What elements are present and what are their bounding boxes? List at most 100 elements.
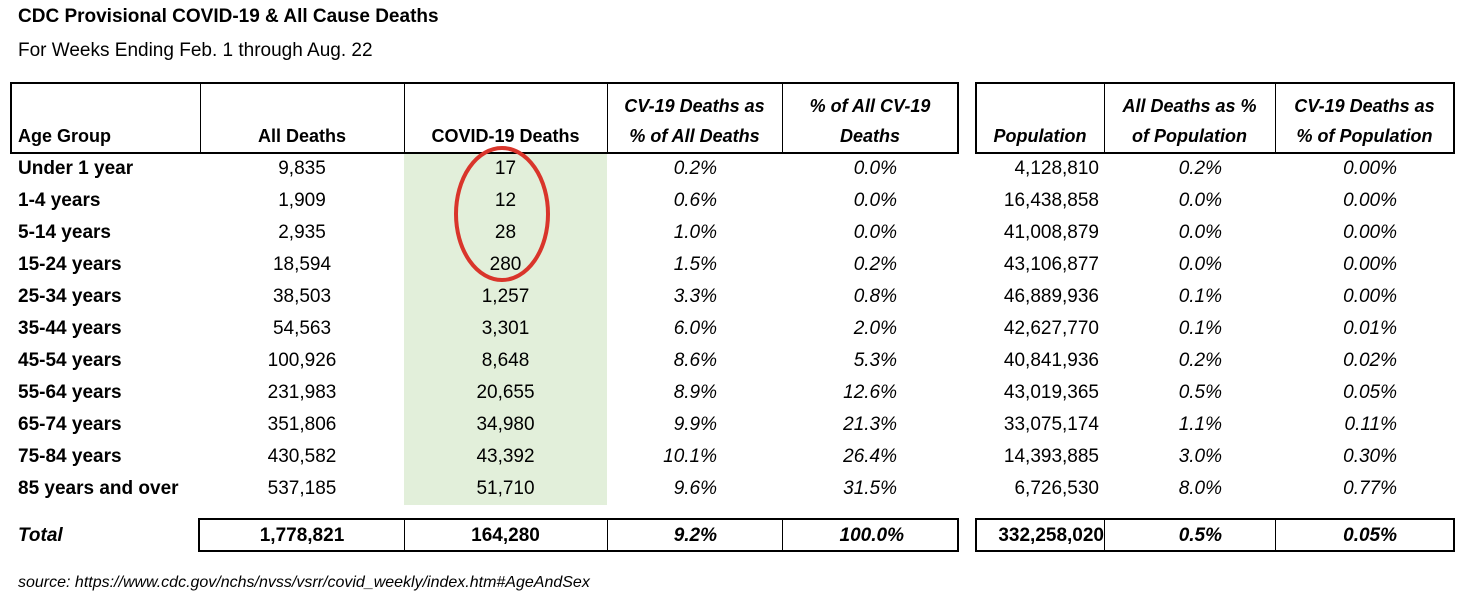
cv-pct-all-cell: 8.9% [673,382,717,403]
total-cv-pct-all: 9.2% [673,525,717,546]
cv-pct-all-cell: 8.6% [673,350,717,371]
col-divider [607,519,608,551]
covid-deaths-cell: 20,655 [476,382,535,403]
col-divider [607,83,608,153]
col-divider [1275,83,1276,153]
pct-all-cv-cell: 26.4% [843,446,897,467]
pct-all-cv-cell: 12.6% [843,382,897,403]
all-pct-pop-cell: 0.2% [1178,158,1222,179]
age-group-cell: 5-14 years [18,222,111,243]
col-divider [1104,83,1105,153]
report-title: CDC Provisional COVID-19 & All Cause Dea… [18,6,439,27]
col-divider [782,519,783,551]
all-pct-pop-cell: 0.0% [1178,222,1222,243]
age-group-cell: 45-54 years [18,350,122,371]
all-deaths-cell: 54,563 [272,318,332,339]
col-divider [782,83,783,153]
all-deaths-cell: 2,935 [278,222,326,243]
age-group-cell: 75-84 years [18,446,122,467]
header-cv-pct-all-line2: % of All Deaths [629,126,760,146]
total-cv-pct-pop: 0.05% [1343,525,1397,546]
header-cv-pct-pop-line2: % of Population [1296,126,1433,146]
population-cell: 46,889,936 [1003,286,1099,307]
header-all-pct-pop-line1: All Deaths as % [1122,96,1257,116]
total-all-pct-pop: 0.5% [1178,525,1222,546]
pct-all-cv-cell: 2.0% [853,318,897,339]
cv-pct-pop-cell: 0.00% [1343,286,1397,307]
age-group-cell: 15-24 years [18,254,122,275]
age-group-cell: 55-64 years [18,382,122,403]
age-group-cell: Under 1 year [18,158,134,179]
covid-deaths-cell: 8,648 [481,350,530,371]
covid-deaths-cell: 51,710 [476,478,535,499]
cv-pct-pop-cell: 0.00% [1343,222,1397,243]
pct-all-cv-cell: 31.5% [843,478,897,499]
right-header-box [975,82,1455,154]
cv-pct-all-cell: 1.0% [673,222,717,243]
cv-pct-all-cell: 0.6% [673,190,717,211]
cv-pct-pop-cell: 0.00% [1343,190,1397,211]
all-pct-pop-cell: 0.1% [1178,286,1222,307]
population-cell: 43,106,877 [1003,254,1099,275]
report-subtitle: For Weeks Ending Feb. 1 through Aug. 22 [18,40,373,61]
col-divider [404,519,405,551]
population-cell: 42,627,770 [1003,318,1099,339]
cv-pct-pop-cell: 0.00% [1343,254,1397,275]
all-deaths-cell: 537,185 [267,478,337,499]
col-divider [200,83,201,153]
pct-all-cv-cell: 0.0% [853,190,897,211]
header-cv-pct-pop-line1: CV-19 Deaths as [1294,96,1435,116]
covid-deaths-cell: 17 [494,158,517,179]
cv-pct-all-cell: 9.6% [673,478,717,499]
covid-deaths-cell: 34,980 [476,414,535,435]
covid-deaths-cell: 12 [494,190,517,211]
header-cv-pct-all-line1: CV-19 Deaths as [624,96,765,116]
all-pct-pop-cell: 0.2% [1178,350,1222,371]
all-deaths-cell: 430,582 [267,446,337,467]
age-group-cell: 25-34 years [18,286,122,307]
pct-all-cv-cell: 0.0% [853,222,897,243]
cv-pct-all-cell: 3.3% [673,286,717,307]
cv-pct-all-cell: 0.2% [673,158,717,179]
all-pct-pop-cell: 1.1% [1178,414,1222,435]
source-note: source: https://www.cdc.gov/nchs/nvss/vs… [18,574,590,591]
cv-pct-pop-cell: 0.02% [1343,350,1397,371]
cv-pct-pop-cell: 0.30% [1343,446,1397,467]
cv-pct-pop-cell: 0.77% [1343,478,1397,499]
all-deaths-cell: 351,806 [267,414,337,435]
covid-deaths-cell: 3,301 [481,318,530,339]
cv-pct-all-cell: 6.0% [673,318,717,339]
total-population: 332,258,020 [998,525,1104,546]
cv-pct-pop-cell: 0.00% [1343,158,1397,179]
all-deaths-cell: 9,835 [278,158,326,179]
age-group-cell: 65-74 years [18,414,122,435]
header-age-group: Age Group [18,126,111,146]
all-pct-pop-cell: 0.0% [1178,254,1222,275]
right-total-box [975,518,1455,552]
header-pct-all-cv-line1: % of All CV-19 [809,96,931,116]
header-all-pct-pop-line2: of Population [1132,126,1247,146]
population-cell: 14,393,885 [1003,446,1099,467]
population-cell: 6,726,530 [1014,478,1099,499]
population-cell: 4,128,810 [1014,158,1099,179]
all-deaths-cell: 18,594 [272,254,332,275]
age-group-cell: 85 years and over [18,478,179,499]
total-label: Total [18,525,63,546]
cv-pct-pop-cell: 0.01% [1343,318,1397,339]
cv-pct-all-cell: 9.9% [673,414,717,435]
all-deaths-cell: 38,503 [272,286,332,307]
all-deaths-cell: 1,909 [278,190,326,211]
col-divider [404,83,405,153]
all-pct-pop-cell: 0.0% [1178,190,1222,211]
left-total-box [198,518,959,552]
pct-all-cv-cell: 5.3% [853,350,897,371]
all-pct-pop-cell: 0.5% [1178,382,1222,403]
all-pct-pop-cell: 3.0% [1178,446,1222,467]
cv-pct-pop-cell: 0.11% [1344,414,1397,435]
all-pct-pop-cell: 8.0% [1178,478,1222,499]
all-pct-pop-cell: 0.1% [1178,318,1222,339]
pct-all-cv-cell: 0.0% [853,158,897,179]
population-cell: 40,841,936 [1003,350,1099,371]
total-pct-all-cv: 100.0% [839,525,904,546]
population-cell: 41,008,879 [1003,222,1099,243]
